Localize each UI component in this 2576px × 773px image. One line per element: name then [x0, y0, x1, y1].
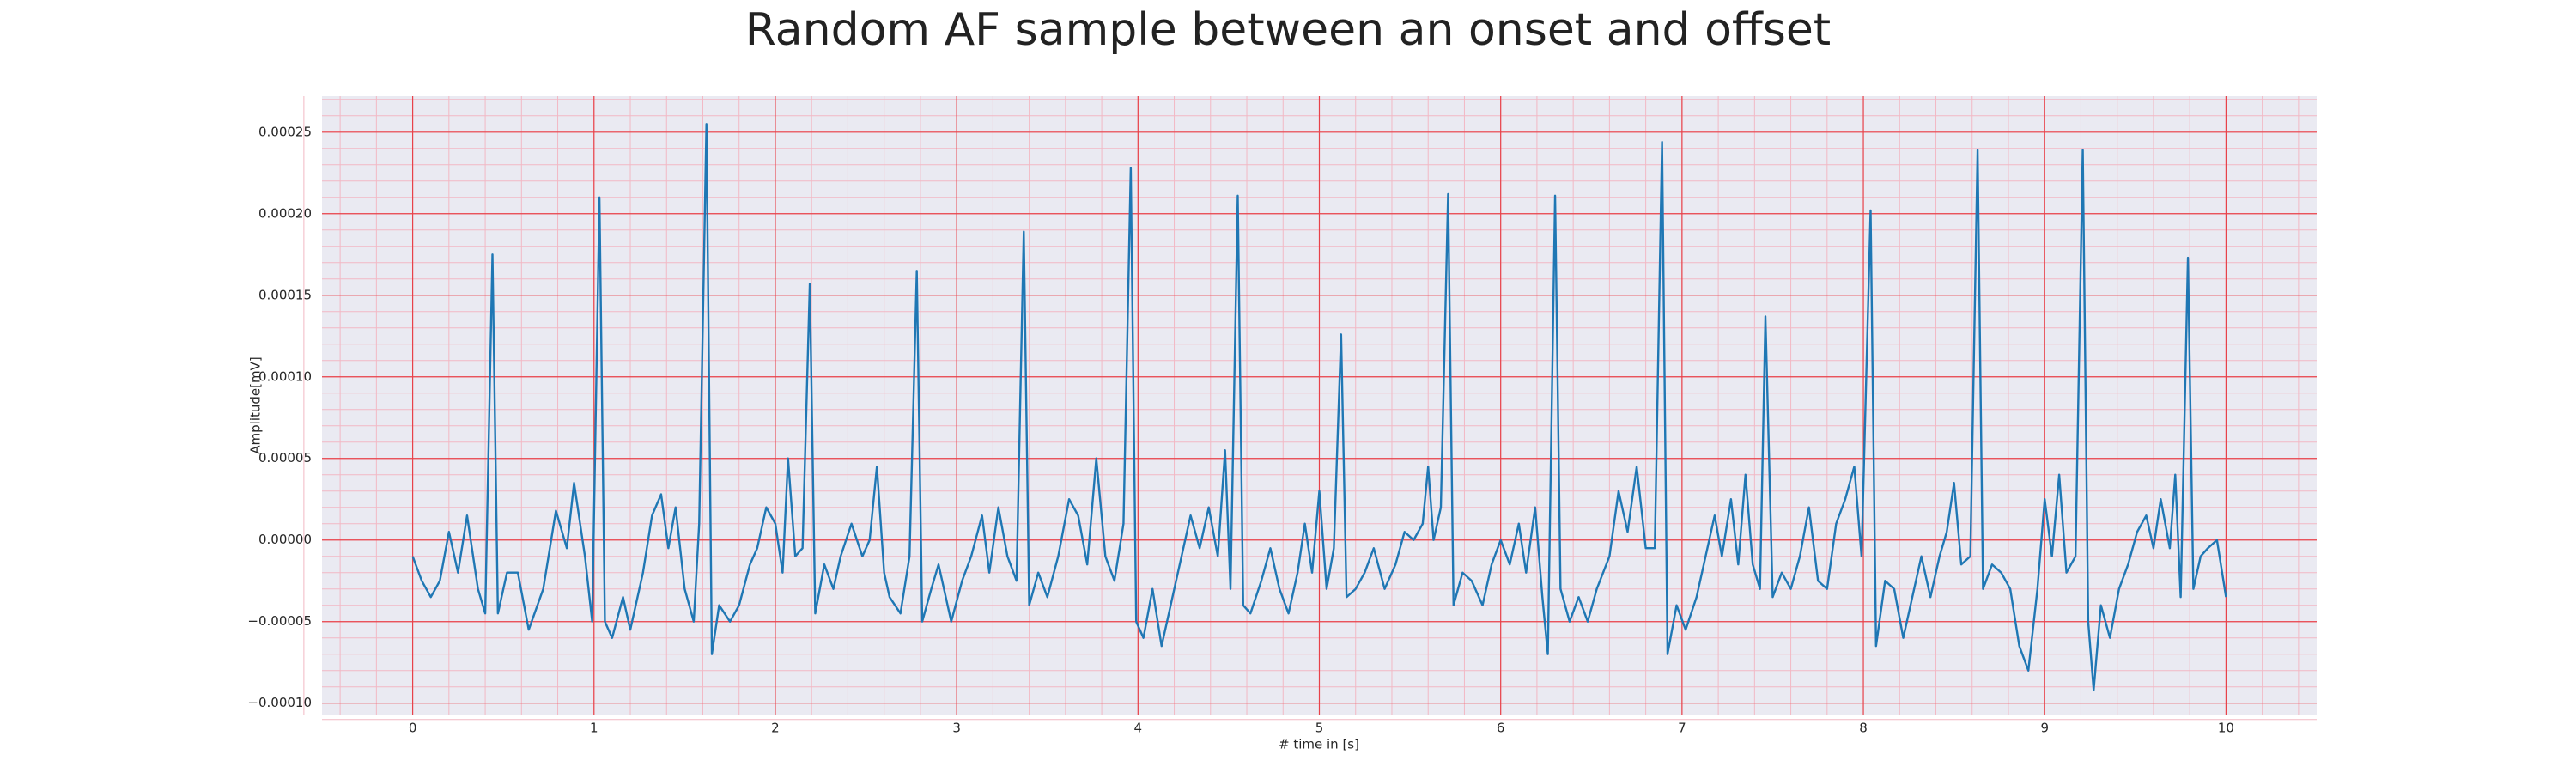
- y-tick-label: 0.00000: [258, 532, 312, 547]
- x-tick-label: 1: [590, 721, 598, 736]
- x-tick-label: 6: [1497, 721, 1505, 736]
- y-axis-label: Amplitude[mV]: [248, 356, 264, 453]
- y-tick-label: 0.00020: [258, 205, 312, 221]
- x-axis-label: # time in [s]: [1279, 737, 1359, 752]
- y-tick-label: 0.00005: [258, 450, 312, 466]
- y-tick-label: −0.00005: [247, 613, 312, 629]
- x-tick-label: 5: [1315, 721, 1324, 736]
- y-tick-label: −0.00010: [247, 695, 312, 710]
- signal-line: [411, 123, 2227, 691]
- x-tick-label: 10: [2218, 721, 2234, 736]
- y-tick-label: 0.00010: [258, 368, 312, 384]
- x-tick-label: 0: [409, 721, 417, 736]
- y-tick-label: 0.00015: [258, 287, 312, 302]
- x-tick-label: 3: [952, 721, 961, 736]
- chart-title: Random AF sample between an onset and of…: [745, 4, 1831, 56]
- x-tick-label: 4: [1134, 721, 1143, 736]
- major-grid: [322, 96, 2317, 715]
- x-tick-label: 7: [1678, 721, 1686, 736]
- x-tick-label: 8: [1859, 721, 1868, 736]
- x-tick-label: 9: [2040, 721, 2049, 736]
- x-tick-label: 2: [771, 721, 780, 736]
- y-tick-label: 0.00025: [258, 124, 312, 139]
